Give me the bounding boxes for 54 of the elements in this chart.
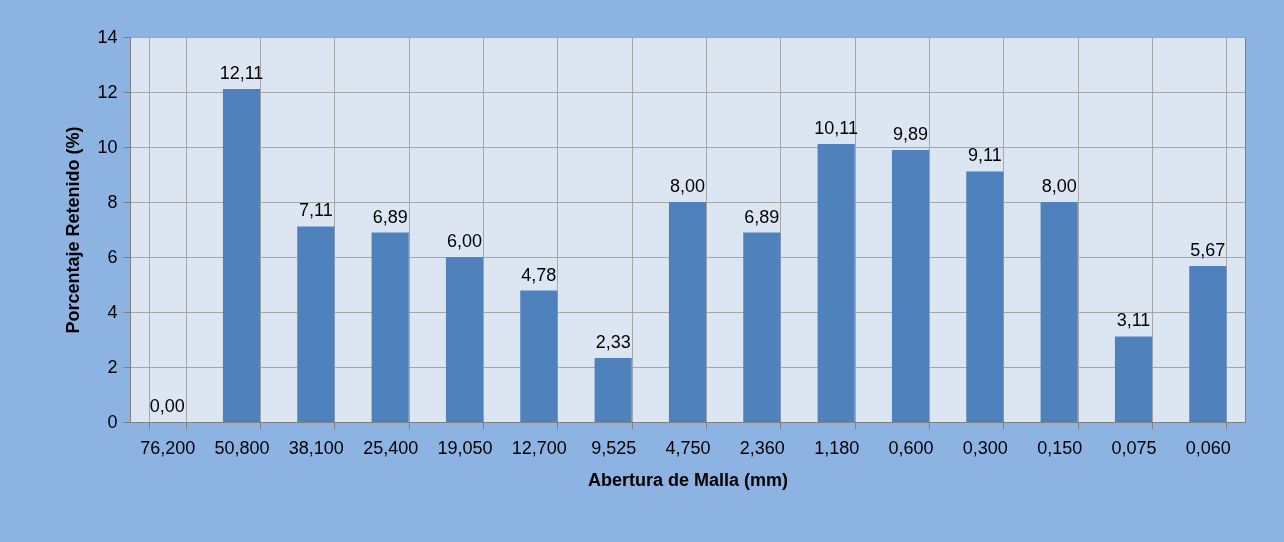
x-tick-label: 2,360: [739, 437, 785, 458]
y-tick-label: 4: [107, 301, 118, 322]
data-label: 6,89: [744, 206, 780, 227]
x-tick-label: 12,700: [511, 437, 567, 458]
data-label: 8,00: [1041, 176, 1077, 196]
data-label: 3,11: [1116, 310, 1151, 331]
bar: [445, 257, 484, 422]
data-label: 10,11: [814, 117, 859, 138]
x-tick-label: 50,800: [214, 437, 270, 458]
x-tick-label: 0,060: [1185, 437, 1231, 458]
bar: [891, 150, 930, 422]
x-tick-label: 1,180: [814, 437, 860, 458]
data-label: 7,11: [298, 200, 333, 221]
x-tick-label: 0,600: [888, 437, 934, 458]
x-tick-label: 76,200: [140, 437, 196, 458]
bar: [966, 171, 1004, 422]
data-label: 2,33: [595, 331, 631, 352]
bar: [594, 357, 632, 422]
y-tick-label: 0: [107, 411, 118, 432]
bar: [297, 226, 335, 422]
data-label: 0,00: [149, 396, 185, 416]
x-tick-label: 0,300: [962, 437, 1008, 458]
y-tick-label: 6: [107, 246, 118, 267]
x-tick-label: 0,150: [1037, 437, 1083, 458]
bar: [1114, 336, 1153, 422]
data-label: 6,00: [446, 231, 483, 251]
data-label: 9,89: [892, 124, 929, 145]
x-tick-label: 9,525: [591, 437, 637, 458]
bar: [743, 232, 781, 422]
y-axis-title: Porcentaje Retenido (%): [63, 126, 84, 334]
x-tick-label: 19,050: [437, 437, 493, 458]
x-tick-label: 0,075: [1111, 437, 1157, 458]
y-tick-label: 14: [97, 26, 118, 47]
data-label: 9,11: [967, 145, 1002, 166]
bar: [371, 232, 409, 422]
data-label: 6,89: [372, 206, 408, 227]
y-tick-label: 2: [107, 356, 118, 377]
x-tick-label: 25,400: [363, 437, 419, 458]
data-label: 5,67: [1190, 240, 1226, 261]
bar: [520, 290, 558, 422]
data-label: 12,11: [219, 62, 264, 83]
y-tick-label: 8: [107, 191, 118, 212]
bar: [1189, 266, 1227, 422]
data-label: 8,00: [669, 176, 706, 196]
bar: [222, 88, 261, 422]
x-tick-label: 4,750: [665, 437, 711, 458]
y-tick-label: 12: [97, 81, 118, 102]
bar: [1040, 202, 1078, 422]
x-axis-title: Abertura de Malla (mm): [587, 469, 789, 490]
y-tick-label: 10: [97, 136, 118, 157]
bar: [668, 202, 707, 422]
bar: [817, 143, 855, 422]
data-label: 4,78: [521, 264, 557, 285]
x-tick-label: 38,100: [288, 437, 344, 458]
